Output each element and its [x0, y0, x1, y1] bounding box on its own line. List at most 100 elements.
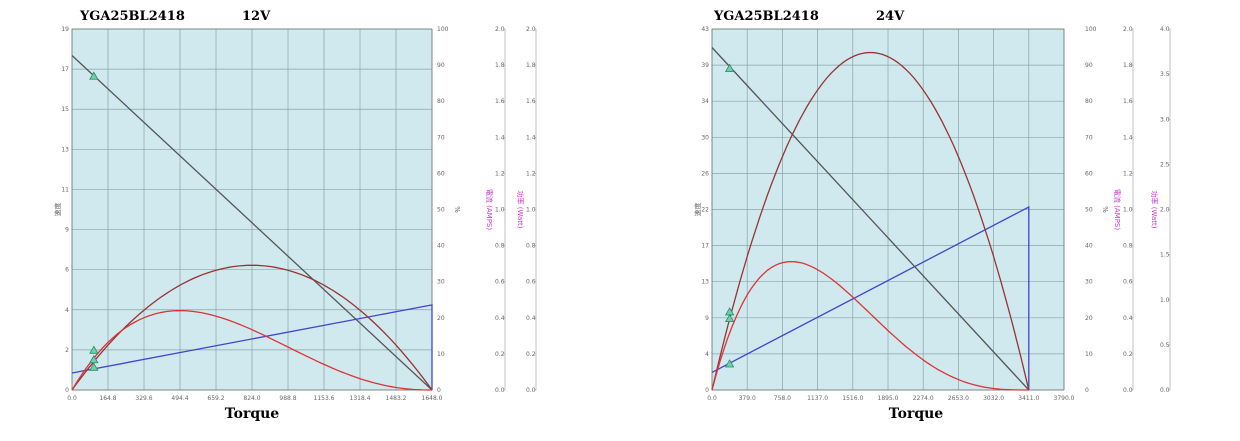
right-axis-label: % — [1101, 206, 1109, 213]
y-left-tick-label: 26 — [701, 170, 709, 177]
right-tick-label: 0.0 — [495, 387, 505, 394]
x-tick-label: 329.6 — [135, 395, 152, 402]
right-tick-label: 1.8 — [1123, 62, 1133, 69]
right-tick-label: 0 — [1085, 387, 1089, 394]
data-marker — [89, 362, 99, 371]
right-tick-label: 100 — [1085, 26, 1097, 33]
right-tick-label: 0.2 — [495, 351, 505, 358]
right-tick-label: 0.0 — [1160, 387, 1170, 394]
right-tick-label: 0.6 — [495, 279, 505, 286]
right-tick-label: 4.0 — [1160, 26, 1170, 33]
right-tick-label: 70 — [437, 134, 445, 141]
y-left-tick-label: 17 — [61, 66, 69, 73]
x-tick-label: 2274.0 — [913, 395, 934, 402]
y-left-tick-label: 2 — [65, 347, 69, 354]
right-tick-label: 1.0 — [526, 207, 536, 214]
y-left-axis-label: 速度 — [53, 203, 62, 217]
y-left-tick-label: 4 — [705, 351, 709, 358]
data-marker — [724, 359, 735, 368]
right-tick-label: 1.0 — [1123, 207, 1133, 214]
right-tick-label: 10 — [437, 351, 445, 358]
x-tick-label: 164.8 — [99, 395, 116, 402]
x-tick-label: 1483.2 — [386, 395, 407, 402]
right-tick-label: 100 — [437, 26, 449, 33]
y-left-tick-label: 13 — [61, 146, 69, 153]
right-tick-label: 2.0 — [526, 26, 536, 33]
right-tick-label: 50 — [437, 207, 445, 214]
right-axis-1: 0 10 20 30 40 50 60 70 80 90 100% — [1085, 26, 1109, 394]
plot-border — [711, 28, 1065, 391]
right-tick-label: 90 — [1085, 62, 1093, 69]
x-tick-label: 1318.4 — [350, 395, 371, 402]
y-left-tick-label: 4 — [65, 307, 69, 314]
right-axis-label: 功率 (Watt) — [1150, 191, 1159, 229]
right-tick-label: 2.5 — [1160, 161, 1170, 168]
right-tick-label: 0.8 — [495, 243, 505, 250]
x-tick-label: 0.0 — [707, 395, 717, 402]
right-tick-label: 20 — [437, 315, 445, 322]
right-tick-label: 1.6 — [526, 98, 536, 105]
data-marker — [89, 71, 99, 80]
y-left-tick-label: 9 — [705, 315, 709, 322]
series-line-1 — [711, 47, 1030, 391]
y-left-tick-label: 22 — [701, 207, 709, 214]
right-axis-label: 電流 (AMPS) — [485, 189, 494, 230]
right-tick-label: 1.4 — [1123, 134, 1133, 141]
x-tick-label: 1648.0 — [422, 395, 443, 402]
right-tick-label: 1.2 — [526, 170, 536, 177]
right-tick-label: 1.0 — [1160, 297, 1170, 304]
x-tick-label: 1137.0 — [807, 395, 828, 402]
x-tick-label: 824.0 — [243, 395, 260, 402]
right-tick-label: 10 — [1085, 351, 1093, 358]
right-tick-label: 1.6 — [495, 98, 505, 105]
x-tick-label: 3411.0 — [1018, 395, 1039, 402]
right-axis-2: 0.0 0.2 0.4 0.6 0.8 1.0 1.2 1.4 1.6 1.8 2.0 電流 (AMP… — [485, 26, 506, 394]
right-tick-label: 30 — [437, 279, 445, 286]
right-tick-label: 0.4 — [1123, 315, 1133, 322]
y-left-tick-label: 17 — [701, 243, 709, 250]
x-tick-label: 659.2 — [207, 395, 224, 402]
right-tick-label: 1.8 — [526, 62, 536, 69]
y-left-tick-label: 13 — [701, 279, 709, 286]
x-tick-label: 379.0 — [739, 395, 756, 402]
right-axis-2: 0.0 0.2 0.4 0.6 0.8 1.0 1.2 1.4 1.6 1.8 2.0 電流 (AMP… — [1113, 26, 1134, 394]
x-tick-label: 3790.0 — [1054, 395, 1075, 402]
y-left-tick-label: 9 — [65, 227, 69, 234]
data-marker — [724, 313, 735, 323]
y-left-tick-label: 0 — [705, 387, 709, 394]
chart-subtitle: 24V — [876, 9, 905, 24]
right-tick-label: 1.0 — [495, 207, 505, 214]
right-tick-label: 40 — [1085, 243, 1093, 250]
plot-border — [71, 28, 433, 391]
right-tick-label: 0.4 — [495, 315, 505, 322]
y-left-tick-label: 15 — [61, 106, 69, 113]
y-left-axis-label: 速度 — [693, 203, 702, 217]
right-tick-label: 3.5 — [1160, 71, 1170, 78]
right-tick-label: 30 — [1085, 279, 1093, 286]
x-axis-label: Torque — [225, 406, 279, 422]
y-left-tick-label: 19 — [61, 26, 69, 33]
chart-1: YGA25BL2418 12V 0.0 164.8 329.6 494.4 659.2 824… — [53, 9, 537, 422]
y-left-tick-label: 39 — [701, 62, 709, 69]
y-left-tick-label: 34 — [701, 98, 709, 105]
series-line-1 — [71, 55, 433, 391]
chart-2: YGA25BL2418 24V 0.0 379.0 758.0 1137.0 1516.0 1… — [693, 9, 1171, 422]
right-tick-label: 1.8 — [495, 62, 505, 69]
chart-title: YGA25BL2418 — [713, 9, 819, 24]
right-axis-label: % — [453, 206, 461, 213]
right-tick-label: 1.4 — [495, 134, 505, 141]
right-tick-label: 0.4 — [526, 315, 536, 322]
chart-title: YGA25BL2418 — [79, 9, 185, 24]
series-line-4 — [71, 309, 432, 391]
x-tick-label: 1895.0 — [878, 395, 899, 402]
right-tick-label: 1.6 — [1123, 98, 1133, 105]
series-line-2 — [711, 205, 1030, 390]
right-tick-label: 0.5 — [1160, 342, 1170, 349]
chart-subtitle: 12V — [242, 9, 271, 24]
right-tick-label: 2.0 — [1160, 207, 1170, 214]
series-line-4 — [711, 260, 1029, 391]
y-left-tick-label: 6 — [65, 267, 69, 274]
right-tick-label: 20 — [1085, 315, 1093, 322]
x-axis-label: Torque — [889, 406, 943, 422]
